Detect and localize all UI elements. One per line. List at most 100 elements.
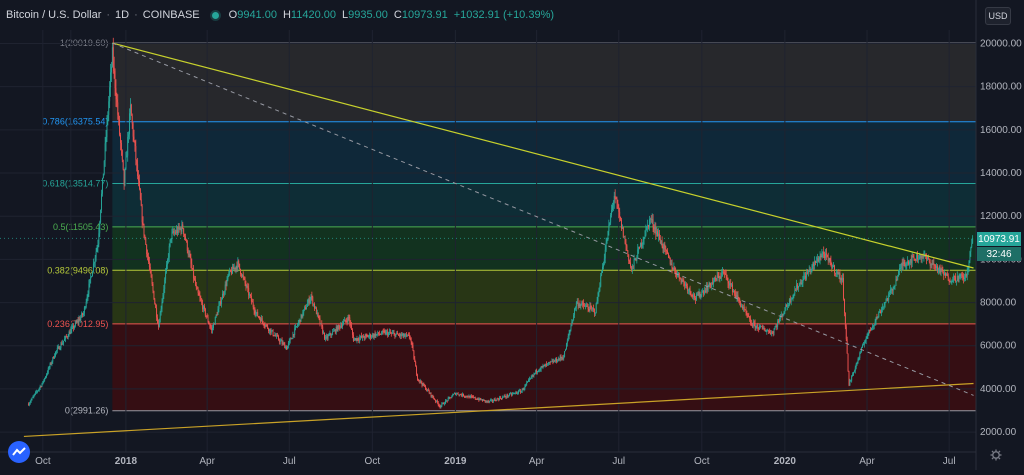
candle-body <box>276 335 278 337</box>
candle-body <box>125 157 127 169</box>
candle-body <box>396 332 398 335</box>
candle-body <box>346 320 348 322</box>
candle-body <box>439 405 441 408</box>
candle-body <box>556 361 558 363</box>
candle-body <box>810 268 812 272</box>
candle-body <box>185 240 187 242</box>
candle-body <box>904 264 906 267</box>
gear-icon[interactable] <box>990 449 1002 461</box>
candle-body <box>89 279 91 284</box>
candle-body <box>570 326 572 330</box>
candle-body <box>284 343 286 349</box>
candle-body <box>605 242 607 250</box>
candle-body <box>536 370 538 373</box>
candle-body <box>804 275 806 277</box>
interval-label[interactable]: 1D <box>115 9 130 21</box>
candle-body <box>878 312 880 317</box>
candle-body <box>255 313 257 314</box>
candle-body <box>602 266 603 273</box>
candle-body <box>826 254 828 258</box>
candle-body <box>963 276 965 280</box>
symbol-name[interactable]: Bitcoin / U.S. Dollar <box>6 9 102 21</box>
candle-body <box>837 272 839 275</box>
candle-body <box>676 274 677 276</box>
candle-body <box>448 397 450 399</box>
candle-body <box>405 334 407 337</box>
candle-body <box>879 311 881 313</box>
candle-body <box>636 258 638 261</box>
candle-body <box>231 271 232 274</box>
candle-body <box>73 326 75 329</box>
candle-body <box>116 99 118 103</box>
candle-body <box>537 370 538 373</box>
candle-body <box>161 301 163 309</box>
candle-body <box>318 315 320 319</box>
candle-body <box>54 356 56 359</box>
candle-body <box>287 342 289 346</box>
candle-body <box>274 335 276 337</box>
candle-body <box>83 307 85 314</box>
candle-body <box>825 253 827 255</box>
candle-body <box>681 279 683 283</box>
candle-body <box>859 353 861 359</box>
candle-body <box>610 215 612 223</box>
candle-body <box>739 298 741 303</box>
candle-body <box>29 401 31 404</box>
candle-body <box>36 390 38 392</box>
candle-body <box>864 341 866 344</box>
candle-body <box>314 303 316 309</box>
candle-body <box>765 331 767 333</box>
candle-body <box>74 322 76 327</box>
candle-body <box>688 288 690 291</box>
candle-body <box>359 337 361 341</box>
candle-body <box>206 316 208 318</box>
candle-body <box>413 350 415 359</box>
candle-body <box>819 255 821 260</box>
candle-body <box>823 251 825 255</box>
fib-level-label: 0.382(9496.08) <box>47 265 108 275</box>
candle-body <box>95 251 97 258</box>
candle-body <box>633 259 635 266</box>
tradingview-logo-icon[interactable] <box>8 441 30 463</box>
candle-body <box>775 325 777 328</box>
candle-body <box>214 316 216 325</box>
symbol-header[interactable]: Bitcoin / U.S. Dollar · 1D · COINBASE O … <box>6 6 560 24</box>
candle-body <box>105 137 107 144</box>
candle-body <box>221 299 223 304</box>
candle-body <box>916 254 918 261</box>
candle-body <box>840 278 842 281</box>
candle-body <box>794 290 796 294</box>
candle-body <box>109 87 111 102</box>
candle-body <box>62 342 64 345</box>
candle-body <box>111 66 112 73</box>
candle-body <box>703 291 705 294</box>
candle-body <box>946 273 948 276</box>
candle-body <box>351 325 353 330</box>
candle-body <box>32 396 34 398</box>
candle-body <box>407 334 409 336</box>
candle-body <box>164 279 166 290</box>
candle-body <box>130 104 132 116</box>
candle-body <box>866 335 868 339</box>
candle-body <box>542 365 544 367</box>
candle-body <box>108 101 110 115</box>
candle-body <box>970 246 972 252</box>
candle-body <box>464 396 466 398</box>
fib-band <box>112 270 977 324</box>
candle-body <box>593 309 595 314</box>
candle-body <box>511 393 513 395</box>
candle-body <box>192 268 194 270</box>
candle-body <box>695 294 697 300</box>
candle-body <box>377 332 379 335</box>
candle-body <box>170 238 172 240</box>
candle-body <box>51 361 53 364</box>
candle-body <box>81 313 83 318</box>
currency-button[interactable]: USD <box>985 7 1011 25</box>
candle-body <box>229 269 231 274</box>
candle-body <box>263 323 265 326</box>
candle-body <box>165 272 167 280</box>
candle-body <box>495 400 497 402</box>
candle-body <box>950 281 952 283</box>
